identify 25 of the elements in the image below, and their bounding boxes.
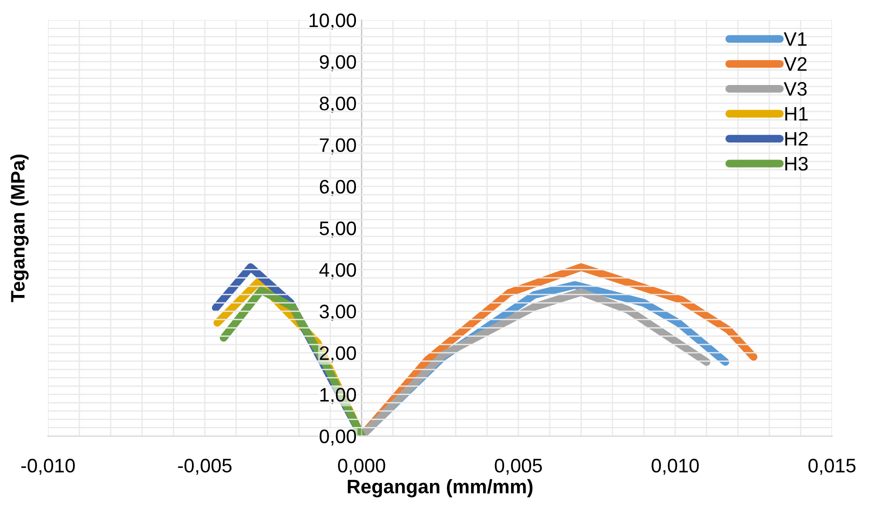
legend-label: H3 (785, 156, 808, 171)
legend-label: V1 (784, 32, 807, 46)
y-tick-label: 2,00 (320, 346, 356, 362)
y-tick-label: 1,00 (320, 388, 356, 404)
legend-label: V2 (784, 57, 807, 71)
y-tick-label: 0,00 (320, 429, 356, 446)
y-axis-title: Tegangan (MPa) (10, 154, 29, 302)
x-tick-label: 0,010 (652, 458, 699, 475)
x-axis-title: Regangan (mm/mm) (348, 479, 532, 498)
legend-label: V3 (784, 82, 807, 96)
x-tick-label: -0,010 (21, 458, 75, 475)
x-tick-label: 0,000 (338, 458, 386, 475)
y-tick-label: 7,00 (320, 138, 356, 154)
legend-label: H1 (785, 107, 808, 121)
y-tick-label: 10,00 (310, 13, 356, 30)
y-tick-label: 4,00 (319, 263, 356, 280)
y-tick-label: 9,00 (320, 55, 356, 72)
legend-label: H2 (785, 132, 808, 146)
y-tick-label: 5,00 (320, 221, 356, 238)
y-tick-label: 8,00 (320, 96, 356, 113)
x-tick-label: 0,015 (808, 458, 856, 475)
x-tick-label: 0,005 (494, 458, 542, 475)
y-tick-label: 3,00 (320, 304, 356, 321)
x-tick-label: -0,005 (178, 458, 232, 475)
y-tick-label: 6,00 (320, 180, 356, 196)
